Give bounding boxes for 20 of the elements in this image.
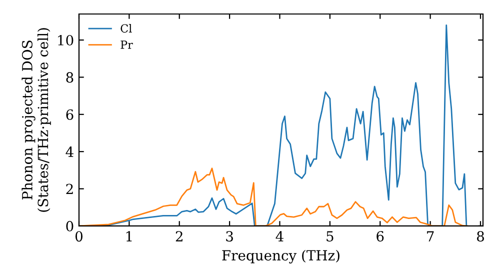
- x-tick-label: 1: [126, 231, 132, 242]
- x-tick-label: 8: [477, 231, 484, 242]
- y-tick-label: 6: [66, 109, 74, 120]
- legend-label: Pr: [120, 40, 133, 49]
- y-tick-label: 10: [58, 35, 74, 46]
- x-tick-label: 2: [176, 231, 182, 242]
- x-axis-title: Frequency (THz): [222, 250, 340, 264]
- y-tick-label: 0: [66, 220, 74, 232]
- legend-label: Cl: [120, 24, 132, 33]
- line-series: [79, 168, 468, 226]
- x-tick-label: 5: [326, 231, 334, 242]
- y-axis-title: Phonon projected DOS (States/THz·primitive cell): [22, 28, 51, 212]
- y-tick-label: 2: [66, 184, 73, 194]
- x-tick-label: 7: [427, 231, 434, 242]
- x-tick-label: 6: [376, 231, 384, 242]
- y-tick-label: 4: [66, 146, 74, 157]
- x-tick-label: 3: [226, 231, 233, 242]
- x-tick-label: 0: [75, 231, 82, 242]
- y-tick-label: 8: [66, 72, 74, 83]
- x-tick-label: 4: [276, 231, 284, 242]
